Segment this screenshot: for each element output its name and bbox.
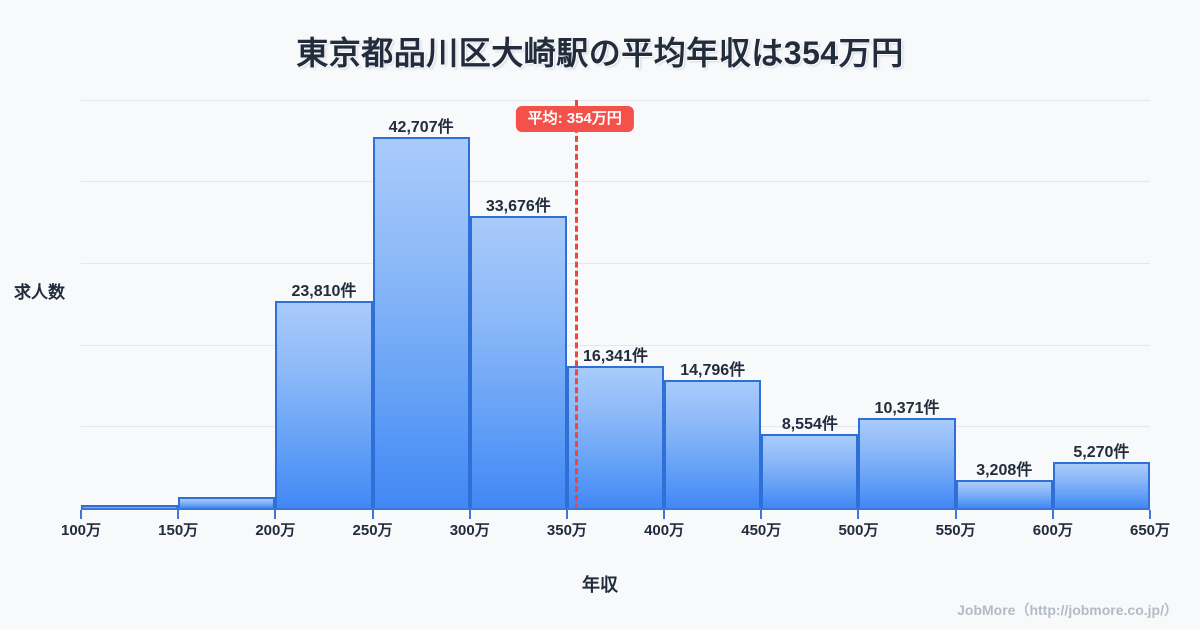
bar [372, 137, 470, 508]
page-title: 東京都品川区大崎駅の平均年収は354万円 [296, 35, 904, 71]
x-axis-tick [760, 510, 763, 519]
bar [178, 497, 276, 508]
footer-credit: JobMore（http://jobmore.co.jp/） [957, 602, 1178, 618]
average-badge: 平均: 354万円 [515, 106, 634, 132]
bar-value-label: 3,208件 [976, 462, 1033, 480]
x-axis-baseline [81, 508, 1150, 510]
x-axis-tick-label: 100万 [60, 522, 102, 539]
x-axis-tick-label: 650万 [1129, 522, 1171, 539]
x-axis-tick-label: 500万 [838, 522, 879, 539]
bar [469, 215, 567, 508]
bar [1052, 462, 1150, 508]
x-axis-tick-label: 200万 [255, 522, 296, 539]
bar-value-label: 33,676件 [485, 197, 551, 215]
bar-value-label: 8,554件 [781, 415, 838, 433]
x-axis-title: 年収 [582, 575, 618, 595]
bar-value-label: 23,810件 [291, 283, 357, 301]
x-axis-tick [371, 510, 374, 519]
bar-value-label: 42,707件 [388, 119, 454, 137]
x-axis-tick-label: 150万 [158, 522, 199, 539]
x-axis-tick [80, 510, 82, 519]
bar [761, 433, 859, 508]
x-axis-tick [663, 510, 666, 519]
bar-value-label: 14,796件 [680, 361, 746, 379]
average-line [574, 100, 578, 510]
gridline [81, 181, 1150, 182]
x-axis-tick [1051, 510, 1054, 519]
x-axis-tick [177, 510, 180, 519]
bar [81, 505, 179, 508]
x-axis-tick [274, 510, 277, 519]
x-axis-tick-label: 300万 [449, 522, 490, 539]
x-axis-tick-label: 600万 [1032, 522, 1073, 539]
x-axis-tick-label: 550万 [935, 522, 976, 539]
bar [664, 379, 762, 508]
x-axis-tick [468, 510, 471, 519]
x-axis-tick [954, 510, 957, 519]
bar-value-label: 5,270件 [1073, 444, 1130, 462]
y-axis-title: 求人数 [14, 283, 65, 302]
bar-value-label: 10,371件 [874, 399, 940, 417]
gridline [81, 263, 1150, 264]
gridline [81, 345, 1150, 346]
bar [955, 480, 1053, 508]
x-axis-tick-label: 450万 [741, 522, 782, 539]
gridline [81, 100, 1150, 101]
x-axis-tick [857, 510, 860, 519]
x-axis-tick-label: 400万 [644, 522, 685, 539]
bar [858, 417, 956, 508]
x-axis-tick-label: 250万 [352, 522, 393, 539]
bar [275, 301, 373, 508]
x-axis-tick-label: 350万 [546, 522, 587, 539]
x-axis-tick [565, 510, 568, 519]
bar [566, 366, 665, 508]
x-axis-tick [1149, 510, 1151, 519]
bar-value-label: 16,341件 [583, 348, 648, 366]
